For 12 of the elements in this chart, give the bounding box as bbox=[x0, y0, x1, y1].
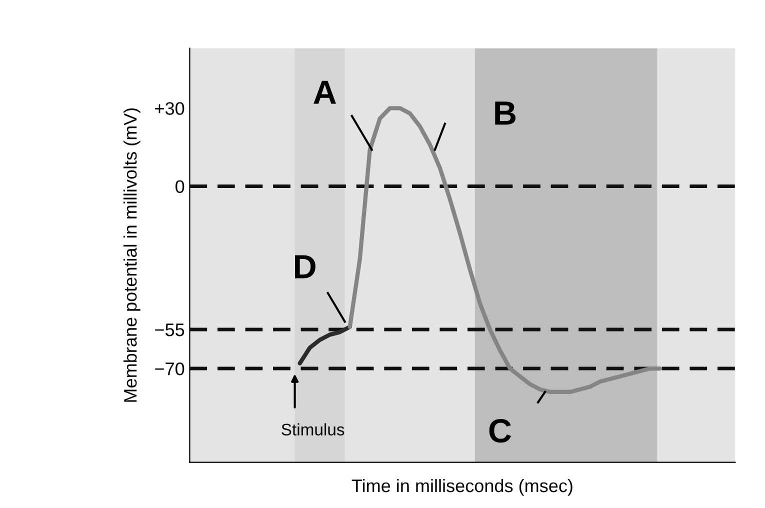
y-axis-title: Membrane potential in millivolts (mV) bbox=[124, 108, 140, 402]
y-tick-label: +30 bbox=[155, 102, 184, 115]
annotation: D bbox=[295, 255, 316, 278]
y-tick-label: −70 bbox=[155, 362, 184, 376]
y-tick-label: 0 bbox=[176, 180, 184, 193]
annotation: Stimulus bbox=[282, 423, 344, 436]
annotation: A bbox=[314, 80, 336, 104]
line-series bbox=[298, 324, 352, 366]
annotation: B bbox=[495, 102, 516, 125]
x-axis-title: Time in milliseconds (msec) bbox=[352, 478, 572, 496]
y-tick-label: −55 bbox=[155, 324, 184, 336]
annotation: C bbox=[489, 418, 512, 443]
